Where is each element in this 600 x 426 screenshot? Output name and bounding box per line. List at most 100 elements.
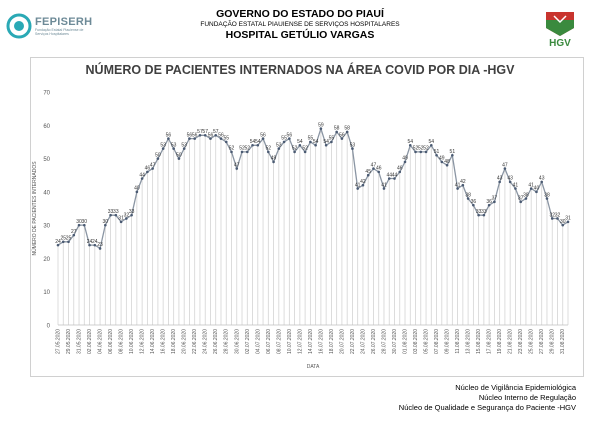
data-label: 46	[397, 166, 403, 172]
data-label: 40	[534, 186, 540, 192]
x-tick-label: 23.08.2020	[518, 329, 524, 354]
data-point	[472, 203, 475, 207]
data-label: 53	[160, 142, 166, 148]
data-point	[335, 130, 338, 134]
data-label: 57	[213, 129, 219, 135]
data-label: 54	[297, 139, 303, 145]
data-label: 54	[255, 139, 261, 145]
x-axis-label: DATA	[307, 364, 320, 370]
data-point	[98, 247, 102, 250]
x-tick-label: 29.05.2020	[66, 329, 72, 354]
data-label: 38	[544, 192, 550, 198]
data-label: 52	[266, 146, 272, 152]
x-tick-label: 18.07.2020	[329, 329, 335, 354]
data-label: 33	[476, 209, 482, 215]
data-label: 36	[471, 199, 477, 205]
data-point	[366, 173, 370, 177]
data-point	[293, 150, 296, 154]
data-label: 46	[145, 166, 151, 172]
x-tick-label: 21.08.2020	[508, 329, 514, 354]
data-point	[67, 240, 70, 244]
data-label: 36	[486, 199, 492, 205]
x-tick-label: 26.06.2020	[213, 329, 219, 354]
data-label: 47	[502, 162, 508, 168]
x-tick-label: 20.07.2020	[339, 329, 345, 354]
page-header: FEPISERH Fundação Estatal Piauiense de S…	[0, 0, 600, 52]
x-tick-label: 01.08.2020	[403, 329, 409, 354]
data-point	[198, 133, 202, 137]
chart-frame	[30, 57, 584, 377]
x-tick-label: 04.07.2020	[255, 329, 261, 354]
data-point	[456, 187, 459, 190]
data-label: 33	[113, 209, 119, 215]
data-label: 52	[302, 146, 308, 152]
data-label: 44	[386, 172, 392, 178]
data-label: 37	[518, 196, 524, 202]
data-label: 56	[339, 132, 345, 138]
data-label: 47	[234, 162, 240, 168]
data-label: 56	[166, 132, 172, 138]
data-label: 31	[565, 216, 571, 222]
data-point	[114, 213, 118, 217]
data-point	[356, 187, 359, 190]
data-point	[440, 160, 444, 164]
x-tick-label: 11.08.2020	[455, 329, 461, 354]
data-point	[393, 177, 396, 180]
data-point	[403, 160, 407, 164]
x-tick-label: 03.08.2020	[413, 329, 419, 354]
data-label: 41	[455, 182, 461, 188]
data-label: 56	[260, 132, 266, 138]
data-label: 52	[229, 146, 235, 152]
data-label: 52	[423, 146, 429, 152]
data-point	[251, 143, 254, 147]
data-point	[498, 180, 501, 184]
header-title-block: GOVERNO DO ESTADO DO PIAUÍ FUNDAÇÃO ESTA…	[150, 8, 450, 41]
data-label: 52	[418, 146, 424, 152]
data-label: 51	[450, 149, 456, 155]
data-point	[82, 223, 86, 227]
data-label: 30	[560, 219, 566, 225]
x-tick-label: 30.06.2020	[234, 329, 240, 354]
data-point	[282, 140, 286, 144]
data-point	[167, 137, 170, 140]
data-label: 44	[139, 172, 145, 178]
y-tick-label: 30	[43, 224, 50, 230]
fepiserh-icon	[6, 13, 32, 39]
data-label: 45	[365, 169, 371, 175]
data-point	[314, 143, 317, 147]
data-label: 53	[171, 142, 177, 148]
data-point	[119, 220, 123, 224]
chart-title: NÚMERO DE PACIENTES INTERNADOS NA ÁREA C…	[85, 63, 515, 77]
header-line-2: FUNDAÇÃO ESTATAL PIAUIENSE DE SERVIÇOS H…	[200, 21, 400, 28]
x-tick-label: 10.06.2020	[129, 329, 135, 354]
x-tick-label: 10.07.2020	[287, 329, 293, 354]
data-label: 50	[155, 152, 161, 158]
x-tick-label: 25.08.2020	[529, 329, 535, 354]
header-line-1: GOVERNO DO ESTADO DO PIAUÍ	[216, 8, 384, 20]
data-point	[172, 147, 175, 150]
data-label: 33	[481, 209, 487, 215]
data-point	[219, 137, 223, 140]
footer-line-1: Núcleo de Vigilância Epidemiológica	[455, 383, 576, 392]
data-point	[125, 217, 128, 220]
data-label: 32	[124, 212, 130, 218]
x-tick-label: 07.08.2020	[434, 329, 440, 354]
data-label: 52	[413, 146, 419, 152]
data-label: 40	[134, 186, 140, 192]
data-label: 54	[250, 139, 256, 145]
data-point	[267, 150, 270, 154]
data-label: 37	[492, 196, 498, 202]
data-point	[461, 183, 465, 187]
data-point	[109, 213, 112, 217]
data-point	[88, 243, 91, 247]
data-label: 49	[271, 156, 277, 162]
data-label: 24	[87, 239, 93, 245]
data-point	[351, 147, 354, 150]
data-label: 55	[281, 136, 287, 142]
data-point	[203, 133, 207, 137]
data-label: 33	[129, 209, 135, 215]
data-point	[451, 153, 454, 157]
footer-line-3: Núcleo de Qualidade e Segurança do Pacie…	[398, 403, 576, 412]
data-point	[261, 137, 265, 140]
footer: Núcleo de Vigilância Epidemiológica Núcl…	[399, 383, 576, 413]
